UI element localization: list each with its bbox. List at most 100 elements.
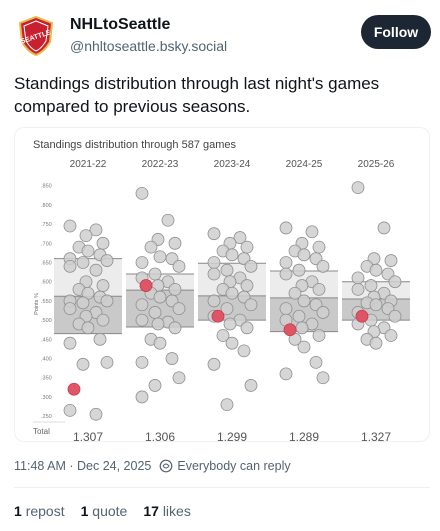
season-header: 2021-22 <box>70 159 107 170</box>
team-point <box>279 302 293 316</box>
y-axis-label: Points % <box>34 293 40 315</box>
team-point <box>364 279 378 292</box>
follow-button[interactable]: Follow <box>361 15 431 49</box>
y-tick-label: .350 <box>41 376 52 382</box>
team-point <box>76 357 90 371</box>
team-point <box>297 294 311 308</box>
team-point <box>135 355 149 369</box>
team-point <box>220 263 234 277</box>
y-tick-label: .750 <box>41 222 52 228</box>
team-point <box>351 271 365 285</box>
chart-marks: .250 .300 .350 .400 .450 .500 .550 .600 .650 .700… <box>33 159 410 442</box>
reply-setting: Everybody can reply <box>177 459 291 473</box>
team-point <box>172 302 186 316</box>
team-point <box>240 321 254 335</box>
season-header: 2024-25 <box>286 159 323 170</box>
team-point <box>153 250 167 264</box>
team-point <box>237 344 251 358</box>
team-point <box>312 240 326 254</box>
team-point <box>244 259 258 273</box>
seattle-point <box>355 309 369 323</box>
team-point <box>225 336 239 350</box>
chart-image-embed[interactable]: Standings distribution through 587 games… <box>14 127 430 442</box>
likes-stat[interactable]: 17 likes <box>143 503 190 519</box>
team-point <box>225 286 239 300</box>
engagement-stats: 1 repost 1 quote 17 likes <box>14 503 207 519</box>
seattle-point <box>67 382 81 396</box>
team-point <box>135 256 149 269</box>
team-point <box>148 267 162 281</box>
team-point <box>369 336 383 350</box>
team-point <box>295 321 309 335</box>
team-point <box>89 223 103 237</box>
team-point <box>100 355 114 369</box>
team-point <box>81 244 95 258</box>
team-point <box>384 254 398 267</box>
display-name[interactable]: NHLtoSeattle <box>70 16 171 33</box>
team-point <box>207 227 221 241</box>
team-point <box>233 231 247 244</box>
team-point <box>220 302 234 316</box>
team-point <box>388 309 402 323</box>
seattle-point <box>211 309 225 323</box>
quotes-stat[interactable]: 1 quote <box>81 503 128 519</box>
team-point <box>244 379 258 392</box>
team-point <box>312 282 326 296</box>
team-point <box>144 240 158 254</box>
team-point <box>369 263 383 277</box>
handle[interactable]: @nhltoseattle.bsky.social <box>70 38 228 54</box>
team-point <box>305 225 319 239</box>
post-meta: 11:48 AM · Dec 24, 2025 Everybody can re… <box>14 459 291 473</box>
likes-label: likes <box>162 503 191 519</box>
team-point <box>165 352 179 365</box>
avatar[interactable]: SEATTLE <box>14 14 58 58</box>
team-point <box>369 298 383 312</box>
team-point <box>148 379 162 392</box>
season-total: 1,299 <box>217 430 247 442</box>
team-point <box>172 259 186 273</box>
team-point <box>135 313 149 327</box>
quotes-count: 1 <box>80 503 89 519</box>
team-point <box>151 317 165 331</box>
team-point <box>172 371 186 385</box>
team-point <box>297 248 311 262</box>
team-point <box>225 248 239 262</box>
team-point <box>240 240 254 254</box>
team-point <box>279 367 293 381</box>
timestamp[interactable]: 11:48 AM · Dec 24, 2025 <box>14 459 152 473</box>
total-label: Total <box>33 427 50 436</box>
team-point <box>135 186 149 200</box>
team-point <box>240 279 254 292</box>
y-tick-label: .550 <box>41 299 52 305</box>
team-point <box>388 275 402 289</box>
divider <box>14 487 430 488</box>
team-point <box>96 279 110 292</box>
quotes-label: quote <box>92 503 128 519</box>
team-point <box>292 263 306 277</box>
y-tick-label: .500 <box>41 318 52 324</box>
team-point <box>96 313 110 327</box>
y-tick-label: .850 <box>41 184 52 190</box>
team-point <box>63 302 77 316</box>
team-point <box>93 332 107 346</box>
team-point <box>316 259 330 273</box>
team-point <box>76 256 90 269</box>
team-point <box>153 336 167 350</box>
team-point <box>63 403 77 417</box>
post-header: SEATTLE NHLtoSeattle @nhltoseattle.bsky.… <box>0 0 440 64</box>
team-point <box>316 371 330 385</box>
team-point <box>279 221 293 235</box>
team-point <box>384 329 398 342</box>
team-point <box>223 317 237 331</box>
team-point <box>100 294 114 308</box>
team-point <box>216 329 230 342</box>
team-point <box>168 236 182 250</box>
season-total: 1,327 <box>361 430 391 442</box>
team-point <box>207 294 221 308</box>
reposts-stat[interactable]: 1 repost <box>14 503 65 519</box>
y-tick-label: .650 <box>41 261 52 267</box>
reposts-label: repost <box>25 503 65 519</box>
team-point <box>351 282 365 296</box>
reposts-count: 1 <box>14 503 22 519</box>
team-point <box>207 357 221 371</box>
